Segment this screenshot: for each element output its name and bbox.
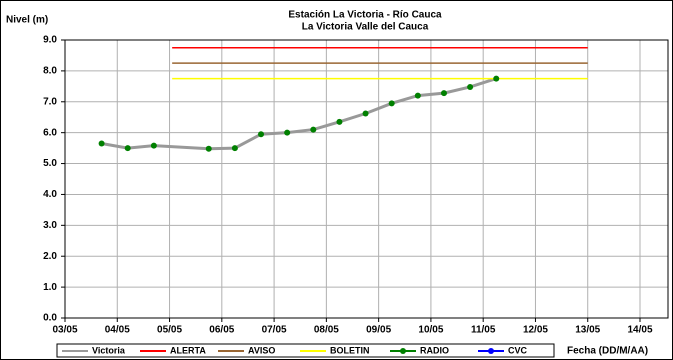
y-tick-label: 2.0 [43,251,57,262]
series-marker [98,140,105,147]
x-tick-label: 12/05 [523,325,548,336]
series-marker [124,145,131,152]
series-marker [284,129,291,136]
legend-label: AVISO [248,345,275,355]
series-marker [310,126,317,133]
x-tick-label: 10/05 [418,325,443,336]
x-axis-label: Fecha (DD/M/AA) [567,346,648,357]
y-tick-label: 0.0 [43,313,57,324]
series-marker [258,131,265,138]
y-tick-label: 7.0 [43,96,57,107]
x-tick-label: 11/05 [471,325,496,336]
legend-label: CVC [508,345,528,355]
series-marker [440,90,447,97]
y-tick-label: 6.0 [43,127,57,138]
series-marker [493,75,500,82]
series-marker [414,92,421,99]
legend-label: Victoria [92,345,126,355]
y-tick-label: 3.0 [43,220,57,231]
y-axis-label: Nivel (m) [6,15,48,26]
x-tick-label: 06/05 [209,325,234,336]
legend-label: BOLETIN [330,345,370,355]
y-tick-label: 9.0 [43,35,57,46]
x-tick-label: 07/05 [262,325,287,336]
series-marker [467,83,474,90]
y-tick-label: 4.0 [43,189,57,200]
legend-marker [400,348,406,354]
y-tick-label: 8.0 [43,66,57,77]
legend-label: RADIO [420,345,449,355]
legend-label: ALERTA [170,345,206,355]
y-tick-label: 1.0 [43,282,57,293]
chart-title: Estación La Victoria - Río Cauca [288,10,442,21]
x-tick-label: 04/05 [105,325,130,336]
x-tick-label: 05/05 [157,325,182,336]
series-marker [336,118,343,125]
x-tick-label: 03/05 [52,325,77,336]
x-tick-label: 09/05 [366,325,391,336]
series-marker [205,145,212,152]
x-tick-label: 14/05 [627,325,652,336]
plot-border [64,39,669,319]
x-tick-label: 13/05 [575,325,600,336]
series-marker [150,142,157,149]
legend-marker [488,348,494,354]
y-tick-label: 5.0 [43,158,57,169]
series-marker [231,145,238,152]
series-marker [362,110,369,117]
chart-subtitle: La Victoria Valle del Cauca [302,22,429,33]
x-tick-label: 08/05 [314,325,339,336]
plot-area [64,39,669,319]
series-marker [388,100,395,107]
